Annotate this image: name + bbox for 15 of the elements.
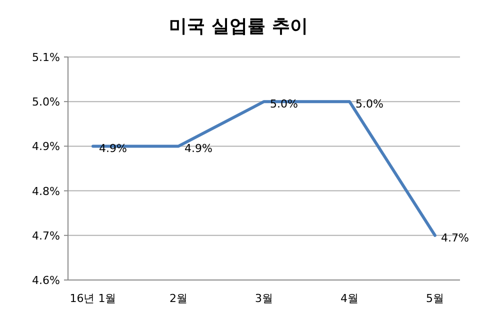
x-tick-label: 16년 1월 [70, 292, 116, 305]
chart-title: 미국 실업률 추이 [169, 16, 308, 37]
x-tick-label: 4월 [340, 292, 358, 305]
y-tick-label: 4.6% [32, 274, 60, 287]
data-label: 4.9% [184, 142, 212, 156]
y-tick-label: 5.0% [32, 96, 60, 109]
y-tick-label: 4.8% [32, 184, 60, 198]
x-tick-label: 2월 [170, 292, 188, 305]
y-tick-label: 4.9% [32, 140, 60, 154]
y-tick-label: 5.1% [32, 51, 60, 64]
y-tick-label: 4.7% [32, 229, 60, 242]
data-label: 5.0% [356, 98, 384, 111]
x-tick-label: 5월 [426, 292, 444, 305]
data-label: 4.7% [441, 231, 469, 244]
x-tick-label: 3월 [255, 292, 273, 305]
